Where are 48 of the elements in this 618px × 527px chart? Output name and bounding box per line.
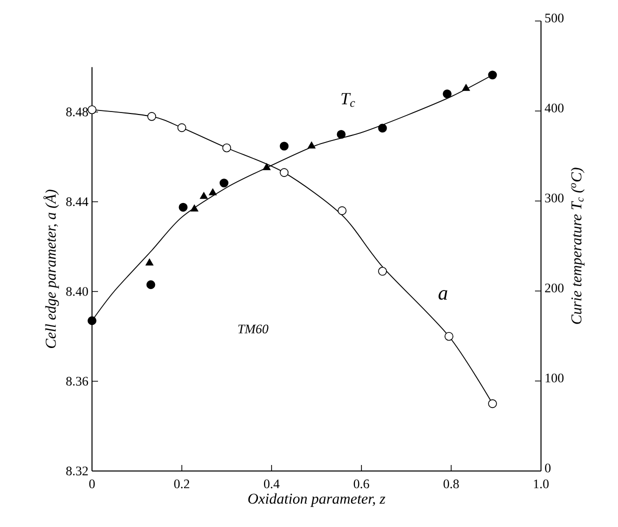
point [200,192,208,199]
y2-axis-title: Curie temperature T$_{c}$ ($^{o}$C) [570,168,585,324]
point [177,123,186,132]
point [462,84,470,91]
point [280,168,289,177]
x-tick-label: 1.0 [534,480,549,488]
x-tick-label: 0.4 [264,480,280,488]
point [262,163,271,170]
y2-tick-label: 500 [545,14,564,22]
point [378,266,387,276]
y-tick-label: 8.40 [66,287,88,296]
point [488,70,497,80]
x-axis-title: Oxidation parameter, z [248,493,386,507]
annotation: a [438,290,448,300]
x-tick-label: 0.2 [174,480,190,488]
point [147,112,156,121]
point [338,206,346,216]
x-tick-label: 0 [89,480,95,488]
point [488,399,497,408]
y-tick-label: 8.48 [66,108,88,116]
annotation: T$_{c}$ [342,93,355,107]
y2-tick-label: 0 [545,464,551,472]
point [178,202,188,212]
y-axis-title: Cell edge parameter, a (Å) [43,190,59,348]
y2-tick-label: 400 [544,104,564,112]
y2-tick-label: 300 [545,194,564,202]
point [280,142,289,150]
point [208,188,217,196]
y-tick-label: 8.44 [66,197,88,206]
point [378,124,387,132]
point [442,89,452,98]
point [88,316,96,326]
y2-tick-label: 100 [546,374,564,382]
annotation: TM60 [238,324,268,334]
point [146,280,156,290]
point [222,143,232,152]
x-tick-label: 0.8 [444,480,459,488]
y-tick-label: 8.32 [66,466,88,476]
y-tick-label: 8.36 [66,376,88,386]
point [444,332,454,341]
y2-tick-label: 200 [545,284,564,292]
point [336,130,346,139]
point [146,258,154,266]
point [88,105,96,114]
point [190,204,198,212]
x-tick-label: 0.6 [354,480,370,488]
point [308,142,316,148]
point [220,178,228,188]
